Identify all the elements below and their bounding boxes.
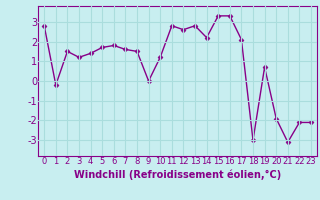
X-axis label: Windchill (Refroidissement éolien,°C): Windchill (Refroidissement éolien,°C) <box>74 169 281 180</box>
